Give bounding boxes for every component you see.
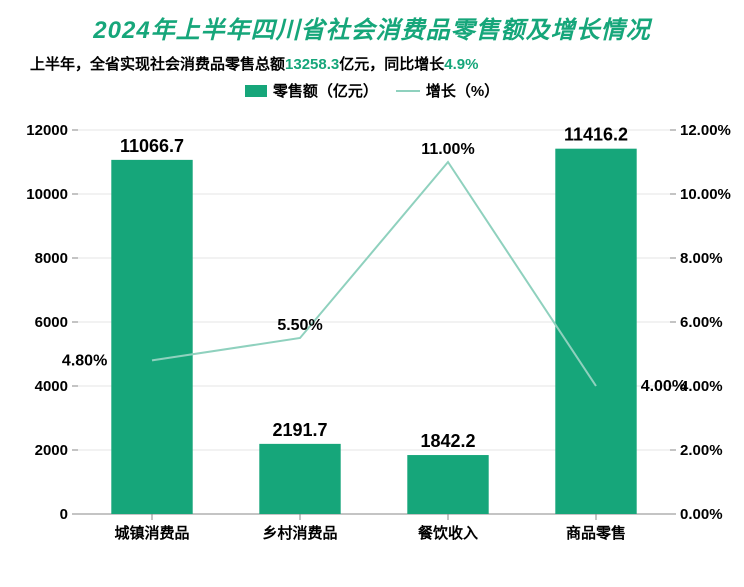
legend-line-label: 增长（%） [426, 80, 499, 101]
bar [259, 444, 340, 514]
y-left-label: 4000 [35, 378, 68, 395]
chart-svg: 0 2000 4000 6000 8000 10000 12000 0.00% 2.00% 4.0… [0, 112, 744, 572]
y-right-label: 2.00% [680, 442, 723, 459]
bar-value-label: 1842.2 [420, 431, 475, 451]
growth-value-label: 4.80% [62, 352, 107, 369]
y-right-label: 6.00% [680, 314, 723, 331]
x-category-label: 乡村消费品 [262, 524, 337, 542]
legend-line-swatch [396, 90, 420, 92]
subtitle-growth-value: 4.9% [444, 56, 478, 73]
legend-bar-label: 零售额（亿元） [273, 80, 378, 101]
y-left-label: 2000 [35, 442, 68, 459]
legend-bar-item: 零售额（亿元） [245, 80, 378, 101]
subtitle-mid: 亿元，同比增长 [339, 56, 444, 73]
x-category-label: 商品零售 [566, 524, 626, 542]
growth-value-label: 5.50% [277, 317, 322, 334]
y-left-label: 12000 [26, 122, 68, 139]
chart-title: 2024年上半年四川省社会消费品零售额及增长情况 [0, 0, 744, 45]
legend-line-item: 增长（%） [396, 80, 499, 101]
x-category-label: 城镇消费品 [114, 524, 189, 542]
y-left-label: 8000 [35, 250, 68, 267]
bar-value-label: 11416.2 [564, 125, 628, 145]
subtitle-total-value: 13258.3 [285, 56, 339, 73]
y-left-label: 6000 [35, 314, 68, 331]
y-right-label: 4.00% [680, 378, 723, 395]
y-right-label: 0.00% [680, 506, 723, 523]
y-right-label: 12.00% [680, 122, 731, 139]
growth-value-label: 4.00% [641, 378, 686, 395]
growth-value-label: 11.00% [421, 141, 474, 158]
bar-value-label: 11066.7 [120, 136, 184, 156]
bar [111, 160, 192, 514]
chart-legend: 零售额（亿元） 增长（%） [0, 80, 744, 101]
bar [407, 455, 488, 514]
x-category-label: 餐饮收入 [418, 524, 478, 542]
bar-value-label: 2191.7 [272, 420, 327, 440]
y-left-label: 0 [60, 506, 68, 523]
chart-container: 2024年上半年四川省社会消费品零售额及增长情况 上半年，全省实现社会消费品零售… [0, 0, 744, 587]
y-left-label: 10000 [26, 186, 68, 203]
legend-bar-swatch [245, 85, 267, 97]
growth-line [152, 162, 596, 386]
bar [555, 149, 636, 514]
chart-plot-area: 0 2000 4000 6000 8000 10000 12000 0.00% 2.00% 4.0… [0, 112, 744, 572]
y-right-label: 8.00% [680, 250, 723, 267]
y-right-label: 10.00% [680, 186, 731, 203]
subtitle-prefix: 上半年，全省实现社会消费品零售总额 [30, 56, 285, 73]
chart-subtitle: 上半年，全省实现社会消费品零售总额13258.3亿元，同比增长4.9% [0, 53, 744, 74]
